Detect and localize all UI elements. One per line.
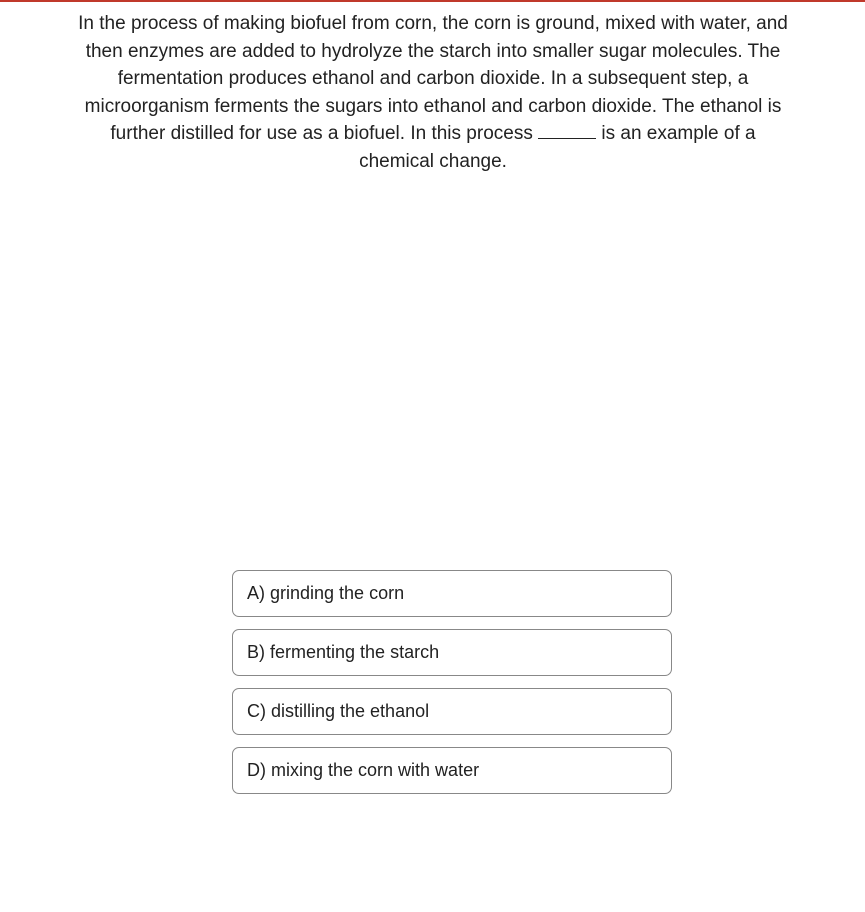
question-text: In the process of making biofuel from co… (78, 10, 788, 175)
option-label: B) fermenting the starch (247, 642, 439, 662)
option-label: C) distilling the ethanol (247, 701, 429, 721)
option-label: A) grinding the corn (247, 583, 404, 603)
option-label: D) mixing the corn with water (247, 760, 479, 780)
option-a[interactable]: A) grinding the corn (232, 570, 672, 617)
fill-in-blank (538, 120, 596, 139)
option-c[interactable]: C) distilling the ethanol (232, 688, 672, 735)
option-d[interactable]: D) mixing the corn with water (232, 747, 672, 794)
options-list: A) grinding the corn B) fermenting the s… (232, 570, 672, 806)
option-b[interactable]: B) fermenting the starch (232, 629, 672, 676)
top-divider (0, 0, 865, 2)
